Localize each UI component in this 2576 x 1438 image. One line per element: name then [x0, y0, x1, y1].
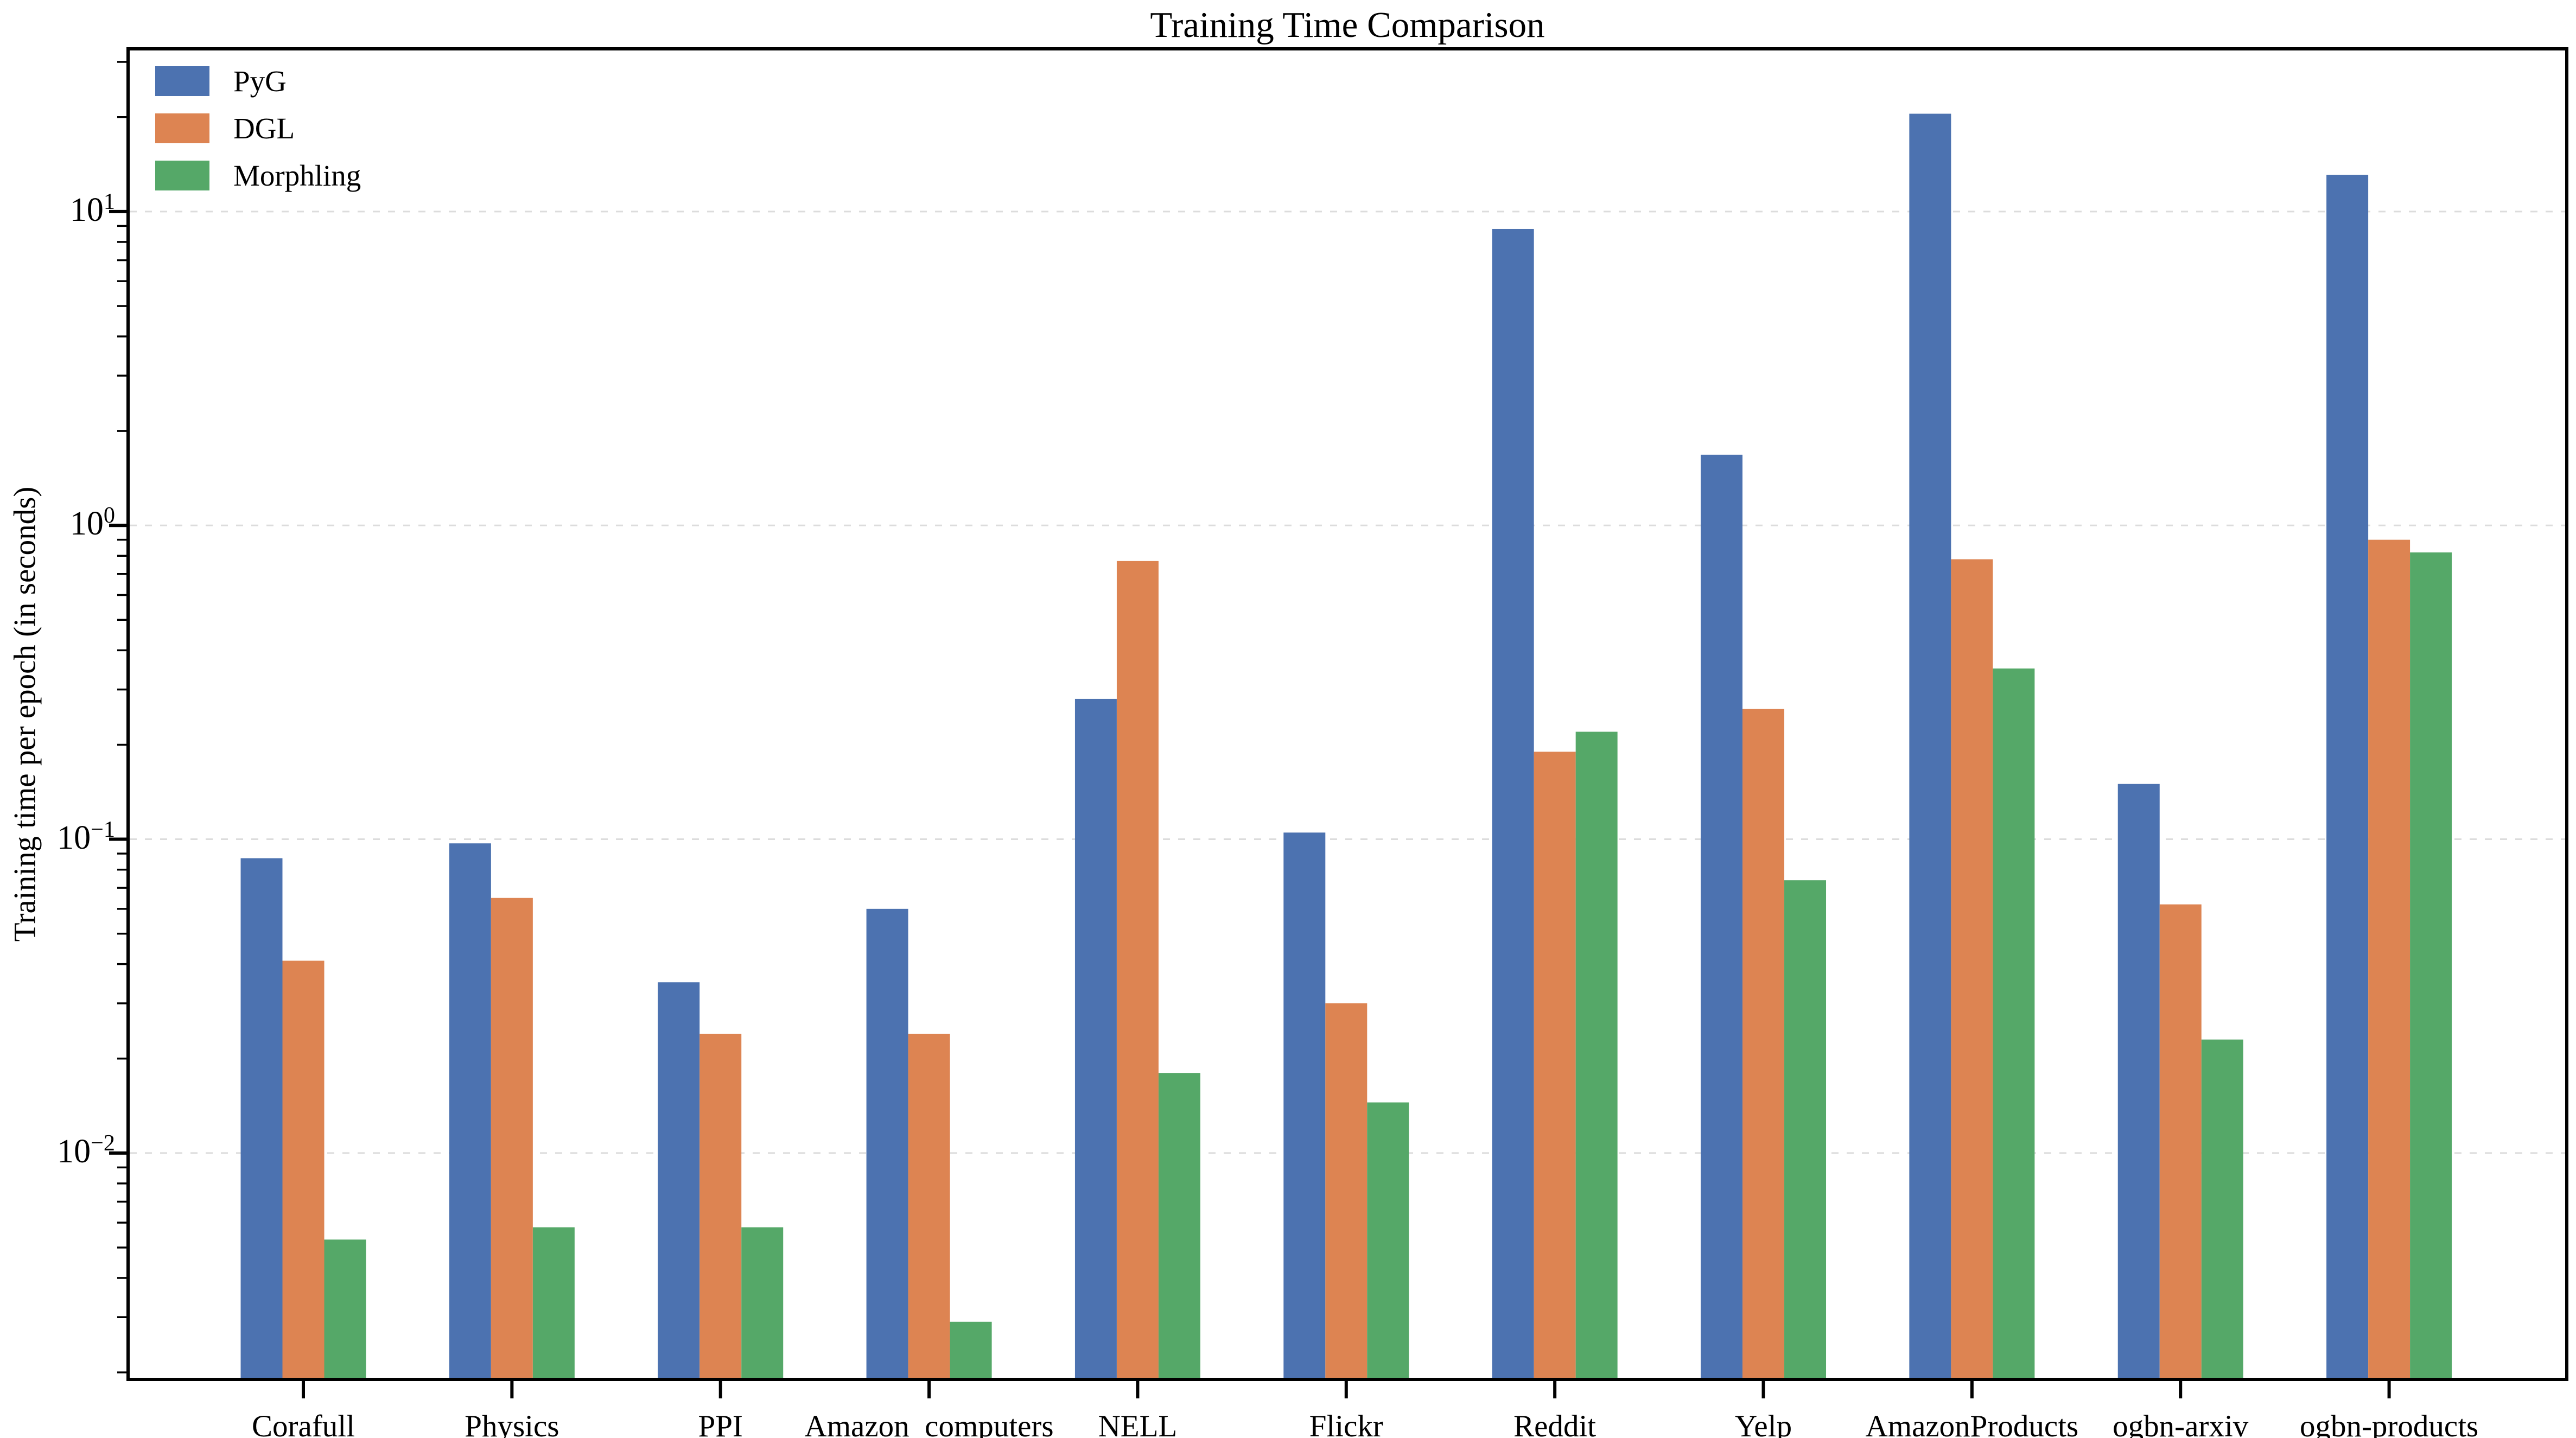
chart-title: Training Time Comparison [1150, 5, 1545, 45]
legend-swatch-pyg [155, 66, 209, 96]
x-tick-label-yelp: Yelp [1734, 1409, 1792, 1438]
legend-item-pyg: PyG [155, 66, 361, 96]
legend-swatch-morphling [155, 161, 209, 190]
bar-dgl-ppi [699, 1033, 742, 1379]
legend-item-dgl: DGL [155, 113, 361, 143]
bar-morphling-physics [532, 1227, 575, 1379]
bar-dgl-yelp [1742, 709, 1785, 1379]
x-tick-label-amazon_computers: Amazon_computers [804, 1409, 1054, 1438]
x-tick-label-physics: Physics [465, 1409, 559, 1438]
bar-dgl-ogbn-products [2368, 539, 2410, 1379]
x-tick-label-amazonproducts: AmazonProducts [1865, 1409, 2079, 1438]
bar-morphling-ogbn-arxiv [2201, 1039, 2243, 1379]
bar-pyg-flickr [1283, 832, 1326, 1379]
bar-dgl-amazon_computers [908, 1033, 950, 1379]
y-tick-label: 10−2 [57, 1130, 115, 1170]
x-tick-label-nell: NELL [1098, 1409, 1178, 1438]
legend-label: Morphling [233, 159, 361, 192]
bar-morphling-reddit [1575, 731, 1618, 1379]
bar-dgl-corafull [282, 960, 325, 1379]
legend: PyG DGL Morphling [155, 66, 361, 208]
bar-pyg-physics [449, 843, 491, 1379]
bar-dgl-flickr [1325, 1003, 1367, 1379]
bar-pyg-amazon_computers [866, 908, 908, 1379]
bar-morphling-amazon_computers [950, 1321, 992, 1379]
y-tick-label: 100 [69, 502, 115, 543]
legend-label: DGL [233, 112, 295, 145]
bar-pyg-amazonproducts [1909, 113, 1951, 1380]
bar-morphling-amazonproducts [1993, 668, 2035, 1379]
legend-swatch-dgl [155, 113, 209, 143]
x-tick-label-ogbn-products: ogbn-products [2299, 1409, 2479, 1438]
bar-pyg-ogbn-arxiv [2117, 784, 2160, 1379]
plot-border [126, 47, 2568, 1381]
x-tick-label-flickr: Flickr [1309, 1409, 1383, 1438]
y-axis-label: Training time per epoch (in seconds) [8, 486, 42, 942]
bar-dgl-reddit [1534, 752, 1576, 1379]
y-tick-label: 10−1 [57, 816, 115, 856]
x-tick-label-ogbn-arxiv: ogbn-arxiv [2113, 1409, 2249, 1438]
bar-morphling-flickr [1367, 1102, 1409, 1379]
x-tick-label-reddit: Reddit [1513, 1409, 1597, 1438]
bar-pyg-ogbn-products [2326, 175, 2369, 1379]
bar-dgl-nell [1116, 561, 1159, 1379]
bar-dgl-ogbn-arxiv [2159, 904, 2202, 1379]
bar-pyg-corafull [240, 858, 283, 1379]
bar-dgl-amazonproducts [1951, 559, 1993, 1379]
bar-morphling-ppi [741, 1227, 784, 1379]
bar-morphling-corafull [324, 1239, 366, 1379]
y-tick-label: 101 [69, 189, 115, 228]
bar-pyg-nell [1074, 698, 1117, 1379]
bar-pyg-ppi [658, 982, 700, 1379]
x-tick-label-corafull: Corafull [252, 1409, 355, 1438]
bar-morphling-yelp [1784, 880, 1827, 1379]
legend-label: PyG [233, 65, 287, 98]
bar-pyg-yelp [1701, 454, 1743, 1379]
bar-morphling-nell [1158, 1073, 1200, 1379]
bar-morphling-ogbn-products [2410, 552, 2452, 1380]
bar-dgl-physics [491, 898, 533, 1379]
bar-pyg-reddit [1492, 228, 1534, 1379]
legend-item-morphling: Morphling [155, 161, 361, 190]
x-tick-label-ppi: PPI [698, 1409, 743, 1438]
